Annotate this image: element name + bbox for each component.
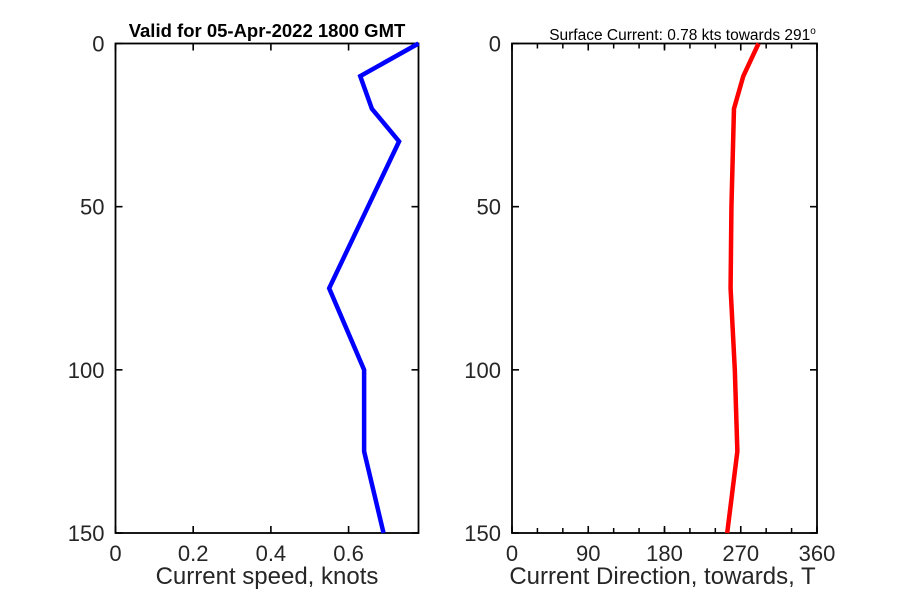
- y-tick-label: 150: [464, 521, 501, 546]
- direction-axis-label: Current Direction, towards, T: [509, 563, 816, 590]
- y-tick-label: 100: [464, 358, 501, 383]
- y-tick-label: 0: [92, 32, 104, 57]
- direction-plot-title-text: Surface Current: 0.78 kts towards 291: [549, 27, 811, 45]
- x-tick-label: 0.6: [333, 541, 364, 566]
- y-tick-label: 100: [68, 358, 105, 383]
- x-tick-label: 0.2: [178, 541, 209, 566]
- direction-profile-plot: 0 90 180 270 360 0 50 100 150: [464, 32, 835, 567]
- x-tick-label: 360: [799, 541, 836, 566]
- plot-box: [114, 42, 420, 534]
- speed-axis-label: Current speed, knots: [155, 563, 379, 590]
- x-tick-label: 0.4: [256, 541, 287, 566]
- speed-profile-plot: 0 0.2 0.4 0.6 0 50 100 150: [68, 32, 420, 566]
- speed-plot-title: Valid for 05-Apr-2022 1800 GMT: [128, 20, 406, 41]
- current-direction-profile-line: [724, 42, 761, 534]
- y-tick-label: 50: [80, 195, 104, 220]
- current-speed-profile-line: [326, 41, 420, 534]
- y-tick-label: 0: [489, 32, 501, 57]
- x-tick-label: 270: [722, 541, 759, 566]
- x-tick-label: 0: [506, 541, 518, 566]
- degree-superscript-icon: o: [810, 26, 816, 37]
- x-tick-label: 0: [109, 541, 121, 566]
- y-tick-label: 50: [477, 195, 501, 220]
- x-tick-label: 180: [646, 541, 683, 566]
- direction-plot-title: Surface Current: 0.78 kts towards 291o: [512, 26, 853, 44]
- y-tick-label: 150: [68, 521, 105, 546]
- plot-box: [511, 42, 818, 534]
- x-tick-label: 90: [576, 541, 600, 566]
